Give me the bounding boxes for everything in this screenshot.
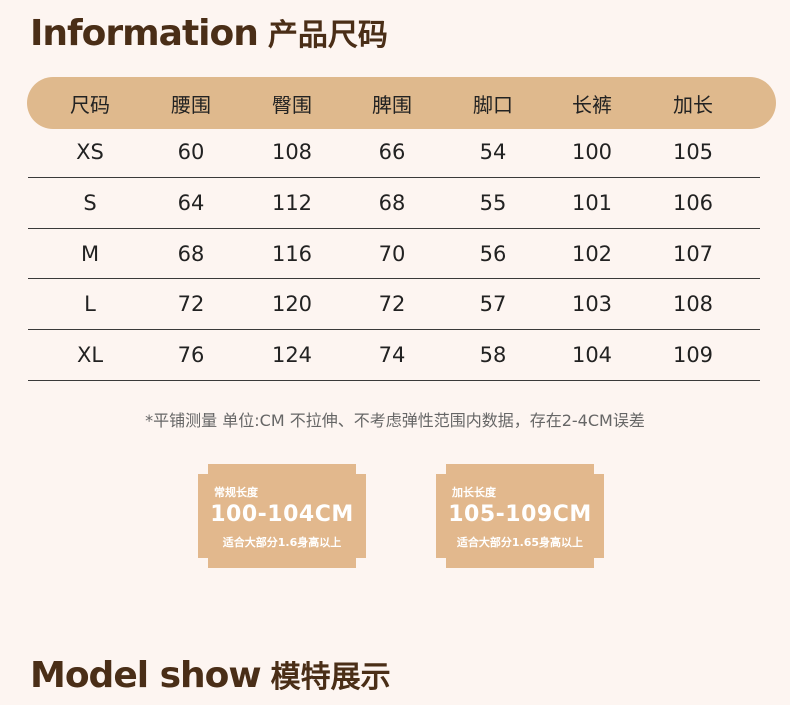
table-cell: L — [84, 292, 96, 316]
table-row: L 72 120 72 57 103 108 — [0, 281, 790, 332]
size-table-header: 尺码 腰围 臀围 脾围 脚口 长裤 加长 — [27, 77, 776, 129]
table-cell: 54 — [479, 140, 507, 164]
table-row: M 68 116 70 56 102 107 — [0, 231, 790, 282]
table-cell: 108 — [672, 292, 714, 316]
table-cell: 56 — [479, 242, 507, 266]
table-cell: 58 — [479, 343, 507, 367]
badge-background — [198, 464, 366, 568]
table-cell: 68 — [378, 191, 406, 215]
table-cell: XS — [76, 140, 104, 164]
row-divider — [28, 329, 760, 330]
column-header: 臀围 — [272, 93, 312, 117]
table-cell: 66 — [378, 140, 406, 164]
table-cell: S — [83, 191, 97, 215]
badge-title: 常规长度 — [214, 486, 258, 499]
table-cell: 70 — [378, 242, 406, 266]
information-heading-zh: 产品尺码 — [267, 18, 388, 53]
information-heading: Information 产品尺码 — [30, 10, 388, 54]
table-row: XL 76 124 74 58 104 109 — [0, 332, 790, 383]
table-cell: M — [80, 242, 100, 266]
table-row: XS 60 108 66 54 100 105 — [0, 129, 790, 180]
column-header: 腰围 — [171, 93, 211, 117]
badge-background — [436, 464, 604, 568]
table-cell: 112 — [271, 191, 313, 215]
badge-description: 适合大部分1.6身高以上 — [222, 536, 342, 549]
table-cell: 76 — [177, 343, 205, 367]
information-heading-en: Information — [30, 13, 259, 54]
badge-range: 100-104CM — [210, 502, 354, 527]
model-show-heading: Model show 模特展示 — [30, 652, 391, 696]
table-cell: 72 — [378, 292, 406, 316]
table-cell: 55 — [479, 191, 507, 215]
column-header: 加长 — [673, 93, 713, 117]
regular-length-badge: 常规长度 100-104CM 适合大部分1.6身高以上 — [198, 464, 366, 568]
row-divider — [28, 228, 760, 229]
column-header: 脚口 — [473, 93, 513, 117]
table-cell: 102 — [571, 242, 613, 266]
table-cell: 104 — [571, 343, 613, 367]
table-cell: 100 — [571, 140, 613, 164]
table-cell: 106 — [672, 191, 714, 215]
table-cell: 120 — [271, 292, 313, 316]
table-cell: 72 — [177, 292, 205, 316]
table-cell: 60 — [177, 140, 205, 164]
row-divider — [28, 278, 760, 279]
table-cell: 68 — [177, 242, 205, 266]
table-cell: 105 — [672, 140, 714, 164]
table-cell: 101 — [571, 191, 613, 215]
table-cell: 124 — [271, 343, 313, 367]
table-cell: 64 — [177, 191, 205, 215]
column-header: 长裤 — [572, 93, 612, 117]
table-cell: 116 — [271, 242, 313, 266]
column-header: 脾围 — [372, 93, 412, 117]
table-cell: 74 — [378, 343, 406, 367]
badge-title: 加长长度 — [452, 486, 496, 499]
row-divider — [28, 177, 760, 178]
badge-description: 适合大部分1.65身高以上 — [456, 536, 584, 549]
measurement-note: *平铺测量 单位:CM 不拉伸、不考虑弹性范围内数据，存在2-4CM误差 — [145, 411, 645, 430]
table-cell: XL — [76, 343, 104, 367]
table-cell: 107 — [672, 242, 714, 266]
badge-range: 105-109CM — [448, 502, 592, 527]
extended-length-badge: 加长长度 105-109CM 适合大部分1.65身高以上 — [436, 464, 604, 568]
model-heading-zh: 模特展示 — [270, 660, 391, 695]
table-cell: 103 — [571, 292, 613, 316]
table-cell: 109 — [672, 343, 714, 367]
table-cell: 108 — [271, 140, 313, 164]
column-header: 尺码 — [70, 93, 110, 117]
table-cell: 57 — [479, 292, 507, 316]
model-heading-en: Model show — [30, 655, 262, 696]
table-row: S 64 112 68 55 101 106 — [0, 180, 790, 231]
row-divider — [28, 380, 760, 381]
